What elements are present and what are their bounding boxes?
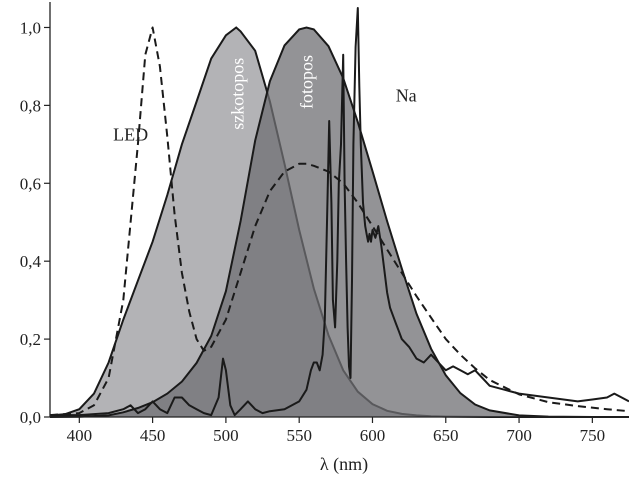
y-tick-label: 0,8 bbox=[20, 96, 41, 115]
y-tick-label: 0,6 bbox=[20, 174, 41, 193]
x-tick-label: 650 bbox=[433, 426, 459, 445]
series-label-na: Na bbox=[396, 85, 417, 105]
x-axis-title: λ (nm) bbox=[320, 454, 368, 475]
y-tick-label: 0,4 bbox=[20, 252, 42, 271]
axis-layer: 400 450 500 550 600 650 700 750 0,0 0,2 0,4 0,6 0,8 1… bbox=[20, 2, 629, 445]
series-fotopos-line bbox=[49, 26, 629, 418]
x-tick-label: 600 bbox=[360, 426, 386, 445]
x-tick-label: 500 bbox=[213, 426, 239, 445]
x-tick-label: 450 bbox=[140, 426, 166, 445]
label-layer: LED szkotopos fotopos Na bbox=[113, 55, 417, 144]
y-tick-label: 0,0 bbox=[20, 408, 41, 427]
x-tick-label: 700 bbox=[506, 426, 532, 445]
x-tick-label: 750 bbox=[580, 426, 606, 445]
series-na-line bbox=[50, 7, 629, 417]
series-fotopos-area bbox=[50, 27, 629, 417]
x-tick-label: 550 bbox=[286, 426, 312, 445]
series-label-led: LED bbox=[113, 124, 148, 144]
series-szkotopos-area bbox=[50, 27, 629, 417]
series-layer bbox=[49, 7, 629, 418]
y-tick-label: 1,0 bbox=[20, 18, 41, 37]
x-tick-label: 400 bbox=[67, 426, 93, 445]
y-tick-label: 0,2 bbox=[20, 330, 41, 349]
series-label-szkotopos: szkotopos bbox=[228, 58, 248, 130]
series-led-line bbox=[49, 26, 629, 417]
series-label-fotopos: fotopos bbox=[297, 55, 317, 109]
